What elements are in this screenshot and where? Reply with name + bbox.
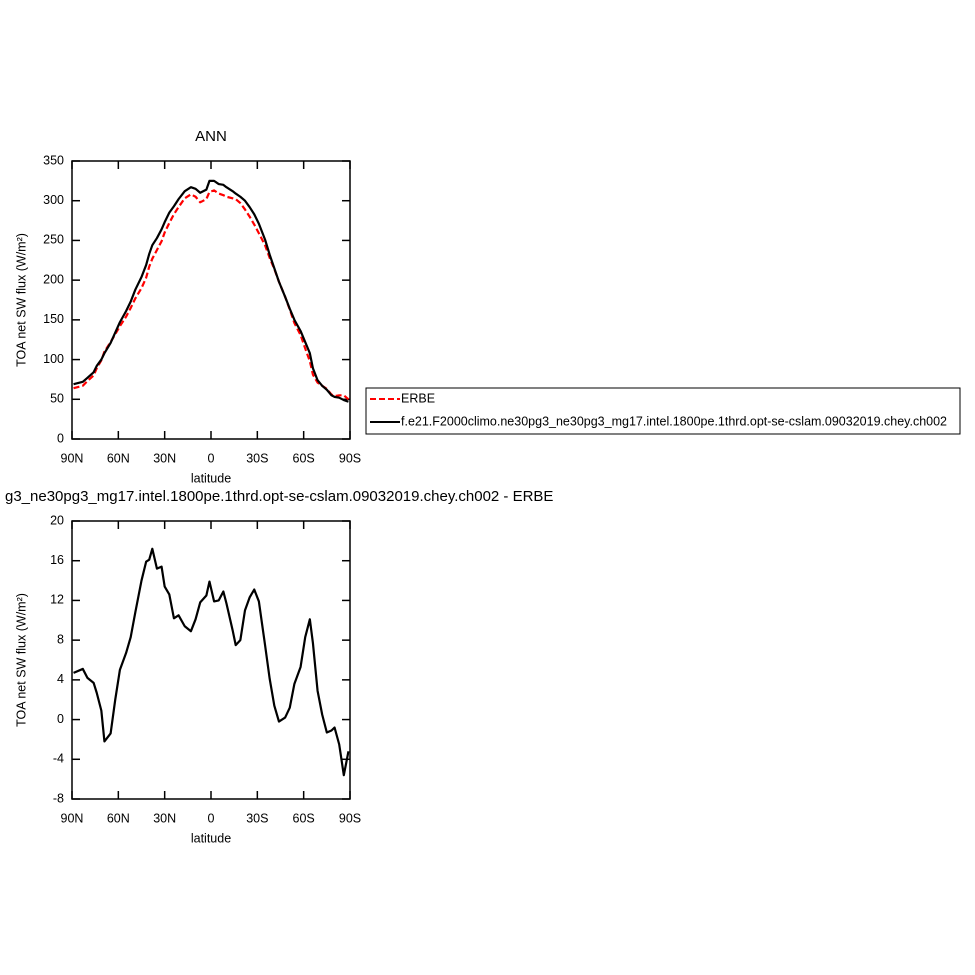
x-axis-label: latitude bbox=[191, 831, 231, 845]
chart-title: ANN bbox=[195, 128, 227, 145]
x-axis-label: latitude bbox=[191, 471, 231, 485]
y-tick-label: 200 bbox=[43, 272, 64, 286]
x-tick-label: 90S bbox=[339, 451, 361, 465]
plot-frame bbox=[71, 160, 351, 440]
line-series bbox=[73, 189, 350, 401]
x-tick-label: 0 bbox=[208, 451, 215, 465]
y-tick-label: 4 bbox=[57, 672, 64, 686]
legend-box bbox=[365, 387, 961, 435]
y-axis-label: TOA net SW flux (W/m²) bbox=[14, 233, 28, 367]
legend-label: ERBE bbox=[401, 391, 435, 405]
y-tick-label: 8 bbox=[57, 632, 64, 646]
y-tick-label: 12 bbox=[50, 593, 64, 607]
y-tick-label: 100 bbox=[43, 352, 64, 366]
y-tick-label: 16 bbox=[50, 553, 64, 567]
line-series bbox=[73, 547, 350, 777]
x-tick-label: 60S bbox=[293, 451, 315, 465]
line-series bbox=[73, 179, 349, 403]
x-tick-label: 0 bbox=[208, 811, 215, 825]
x-tick-label: 90S bbox=[339, 811, 361, 825]
y-tick-label: 300 bbox=[43, 193, 64, 207]
y-tick-label: 350 bbox=[43, 153, 64, 167]
x-tick-label: 90N bbox=[61, 451, 84, 465]
x-tick-label: 60N bbox=[107, 811, 130, 825]
y-tick-label: 50 bbox=[50, 392, 64, 406]
x-tick-label: 90N bbox=[61, 811, 84, 825]
legend-label: f.e21.F2000climo.ne30pg3_ne30pg3_mg17.in… bbox=[401, 414, 947, 428]
plot-frame bbox=[71, 520, 351, 800]
x-tick-label: 30S bbox=[246, 451, 268, 465]
y-tick-label: -4 bbox=[53, 752, 64, 766]
chart-title: g3_ne30pg3_mg17.intel.1800pe.1thrd.opt-s… bbox=[5, 488, 553, 505]
x-tick-label: 30S bbox=[246, 811, 268, 825]
x-tick-label: 30N bbox=[153, 451, 176, 465]
x-tick-label: 60N bbox=[107, 451, 130, 465]
y-tick-label: 0 bbox=[57, 431, 64, 445]
x-tick-label: 60S bbox=[293, 811, 315, 825]
y-axis-label: TOA net SW flux (W/m²) bbox=[14, 593, 28, 727]
y-tick-label: 250 bbox=[43, 233, 64, 247]
y-tick-label: 20 bbox=[50, 513, 64, 527]
y-tick-label: 150 bbox=[43, 312, 64, 326]
y-tick-label: 0 bbox=[57, 712, 64, 726]
y-tick-label: -8 bbox=[53, 791, 64, 805]
x-tick-label: 30N bbox=[153, 811, 176, 825]
